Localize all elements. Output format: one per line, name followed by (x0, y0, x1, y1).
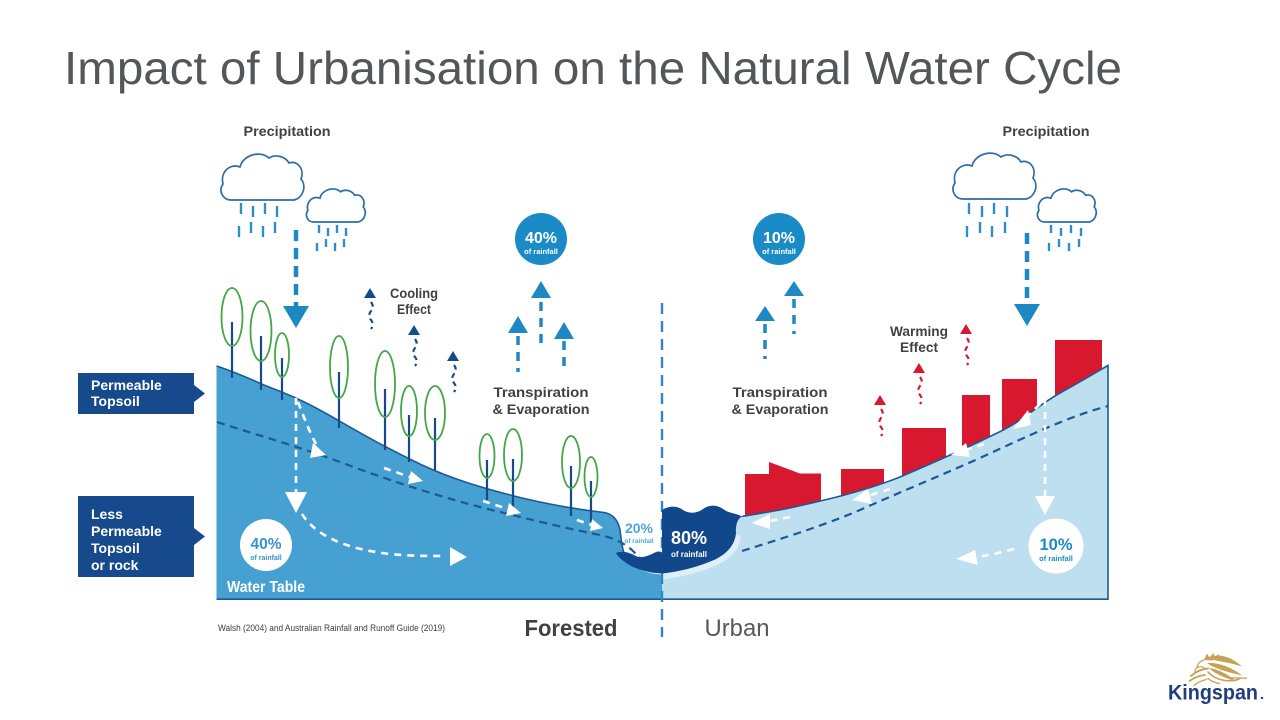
svg-text:80%: 80% (671, 528, 707, 548)
svg-text:Less: Less (91, 506, 123, 522)
svg-text:Cooling: Cooling (390, 286, 438, 301)
svg-text:of rainfall: of rainfall (524, 247, 558, 256)
svg-text:40%: 40% (250, 536, 281, 553)
svg-text:of rainfall: of rainfall (671, 550, 707, 559)
svg-text:10%: 10% (1039, 536, 1072, 554)
svg-text:of rainfall: of rainfall (1039, 554, 1073, 563)
svg-text:40%: 40% (525, 230, 557, 247)
svg-text:Forested: Forested (525, 615, 618, 641)
svg-text:Transpiration: Transpiration (733, 384, 828, 400)
svg-text:Precipitation: Precipitation (244, 123, 331, 139)
svg-text:of rainfall: of rainfall (762, 247, 796, 256)
svg-text:Transpiration: Transpiration (494, 384, 589, 400)
svg-text:or rock: or rock (91, 557, 139, 573)
svg-text:20%: 20% (625, 520, 654, 536)
svg-text:Warming: Warming (890, 324, 948, 339)
svg-text:Topsoil: Topsoil (91, 393, 140, 409)
svg-text:& Evaporation: & Evaporation (493, 401, 590, 417)
svg-text:Precipitation: Precipitation (1003, 123, 1090, 139)
svg-text:Permeable: Permeable (91, 377, 162, 393)
svg-text:& Evaporation: & Evaporation (732, 401, 829, 417)
svg-text:Effect: Effect (397, 302, 431, 317)
svg-text:of rainfall: of rainfall (624, 538, 653, 545)
svg-text:Urban: Urban (705, 615, 770, 642)
svg-text:Walsh (2004) and Australian Ra: Walsh (2004) and Australian Rainfall and… (218, 623, 445, 634)
svg-text:Impact of Urbanisation on the: Impact of Urbanisation on the Natural Wa… (64, 42, 1122, 94)
svg-text:Topsoil: Topsoil (91, 540, 140, 556)
svg-text:of rainfall: of rainfall (250, 555, 282, 562)
svg-text:Kingspan: Kingspan (1168, 682, 1258, 705)
svg-text:Effect: Effect (900, 340, 939, 355)
svg-text:Water Table: Water Table (227, 579, 305, 596)
svg-text:Permeable: Permeable (91, 523, 162, 539)
svg-text:10%: 10% (763, 230, 795, 247)
